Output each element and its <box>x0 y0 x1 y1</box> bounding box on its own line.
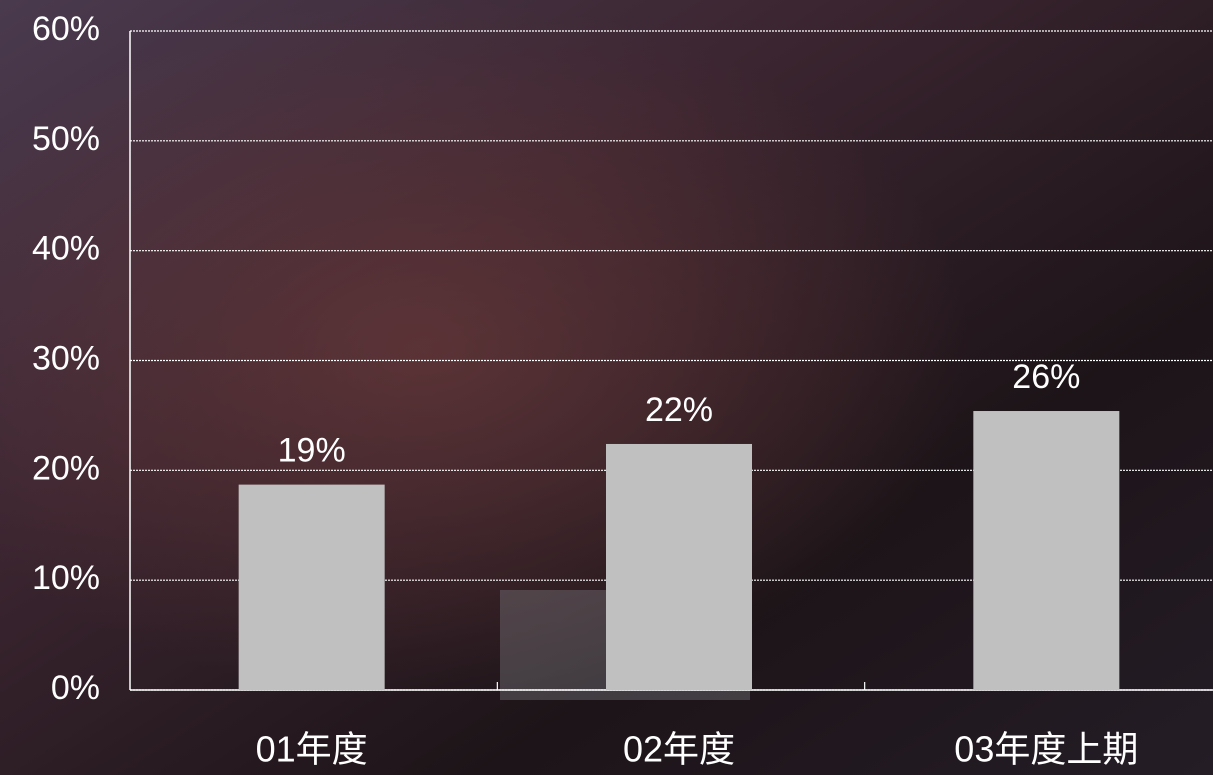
value-label: 19% <box>278 432 346 470</box>
x-tick-label: 01年度 <box>256 729 368 770</box>
y-tick-label: 10% <box>32 559 100 597</box>
y-tick-label: 0% <box>51 669 100 707</box>
x-tick-label: 03年度上期 <box>954 729 1138 770</box>
bar <box>238 484 385 690</box>
x-tick-label: 02年度 <box>623 729 735 770</box>
y-tick-label: 40% <box>32 230 100 268</box>
y-tick-label: 60% <box>32 10 100 48</box>
value-label: 26% <box>1012 358 1080 396</box>
y-tick-label: 30% <box>32 339 100 377</box>
value-label: 22% <box>645 391 713 429</box>
bar <box>606 443 752 690</box>
y-tick-label: 20% <box>32 449 100 487</box>
bar <box>973 411 1120 690</box>
y-tick-label: 50% <box>32 120 100 158</box>
